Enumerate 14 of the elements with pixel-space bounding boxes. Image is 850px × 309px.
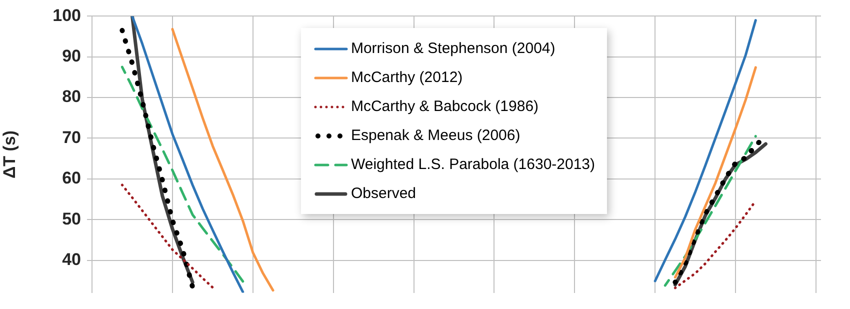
y-axis-title: ΔT (s): [0, 130, 19, 179]
y-tick-label: 100: [52, 6, 81, 25]
y-tick-label: 50: [62, 209, 81, 228]
y-tick-label: 80: [62, 87, 81, 106]
y-tick-label: 70: [62, 128, 81, 147]
legend-label: McCarthy & Babcock (1986): [350, 98, 539, 115]
legend-label: Morrison & Stephenson (2004): [350, 40, 556, 57]
y-tick-label: 60: [62, 168, 81, 188]
legend-label: McCarthy (2012): [350, 69, 463, 86]
y-tick-label: 40: [62, 250, 81, 269]
legend-label: Weighted L.S. Parabola (1630-2013): [350, 156, 596, 173]
legend-label: Observed: [350, 185, 416, 202]
legend-label: Espenak & Meeus (2006): [350, 127, 520, 144]
y-tick-label: 90: [62, 46, 81, 66]
